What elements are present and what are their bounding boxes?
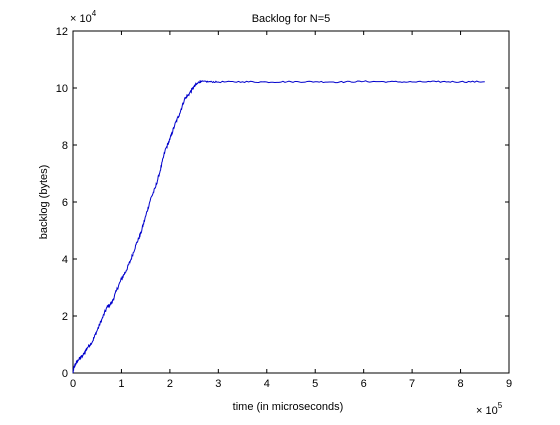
x-tick-label: 8: [457, 378, 463, 390]
x-tick-label: 4: [264, 378, 270, 390]
y-tick-label: 12: [56, 26, 68, 38]
y-multiplier-exponent: 4: [92, 9, 97, 18]
x-tick-label: 7: [409, 378, 415, 390]
y-multiplier-base: × 10: [70, 13, 92, 25]
x-multiplier-base: × 10: [476, 405, 498, 417]
y-tick-label: 2: [62, 311, 68, 323]
y-tick-label: 4: [62, 254, 68, 266]
y-multiplier: × 104: [70, 9, 97, 25]
y-tick-label: 10: [56, 83, 68, 95]
y-tick-label: 0: [62, 368, 68, 380]
plot-area: [73, 31, 509, 373]
y-tick-label: 8: [62, 140, 68, 152]
x-tick-label: 3: [215, 378, 221, 390]
x-tick-label: 9: [506, 378, 512, 390]
chart-title: Backlog for N=5: [252, 13, 331, 25]
x-axis-label: time (in microseconds): [233, 401, 344, 413]
x-multiplier: × 105: [476, 401, 503, 417]
x-tick-label: 1: [118, 378, 124, 390]
x-tick-label: 6: [361, 378, 367, 390]
y-tick-label: 6: [62, 197, 68, 209]
x-tick-label: 0: [70, 378, 76, 390]
x-multiplier-exponent: 5: [498, 401, 503, 410]
y-axis-label: backlog (bytes): [38, 165, 50, 240]
x-tick-label: 2: [167, 378, 173, 390]
x-tick-label: 5: [312, 378, 318, 390]
